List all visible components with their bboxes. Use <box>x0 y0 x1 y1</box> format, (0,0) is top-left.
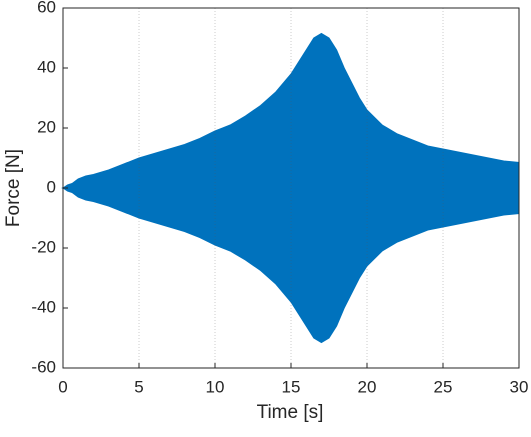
x-tick-label: 25 <box>434 377 453 396</box>
x-tick-label: 15 <box>282 377 301 396</box>
y-tick-label: -60 <box>31 357 56 376</box>
y-tick-label: -20 <box>31 237 56 256</box>
signal-envelope <box>61 187 520 344</box>
y-tick-label: -40 <box>31 297 56 316</box>
y-tick-label: 0 <box>47 177 56 196</box>
x-tick-label: 30 <box>510 377 529 396</box>
plot-frame <box>62 7 520 369</box>
x-tick-label: 20 <box>358 377 377 396</box>
x-tick-label: 0 <box>58 377 67 396</box>
y-axis-label: Force [N] <box>3 149 24 227</box>
x-tick-label: 10 <box>206 377 225 396</box>
y-tick-label: 20 <box>37 117 56 136</box>
x-axis-label: Time [s] <box>257 402 324 423</box>
y-tick-label: 40 <box>37 57 56 76</box>
y-tick-label: 60 <box>37 0 56 16</box>
x-tick-label: 5 <box>134 377 143 396</box>
